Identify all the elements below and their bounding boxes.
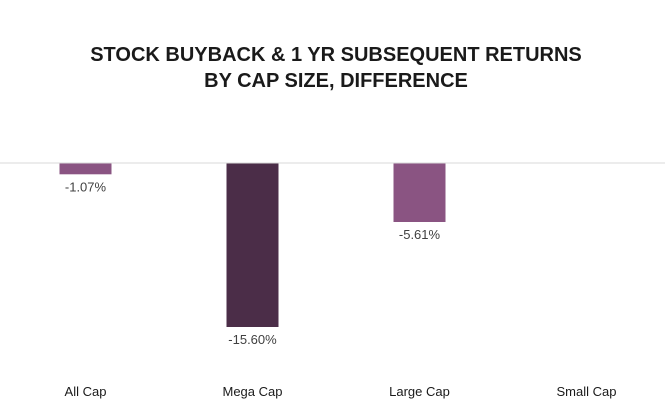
data-label-all-cap: -1.07% (65, 179, 107, 194)
bars-group (59, 163, 446, 327)
data-label-large-cap: -5.61% (399, 227, 441, 242)
category-label-all-cap: All Cap (65, 384, 107, 399)
category-label-large-cap: Large Cap (389, 384, 450, 399)
data-label-mega-cap: -15.60% (228, 332, 277, 347)
data-labels-group: -1.07% -15.60% -5.61% (65, 179, 441, 347)
category-label-mega-cap: Mega Cap (223, 384, 283, 399)
category-label-small-cap: Small Cap (557, 384, 617, 399)
chart-title-line-2: BY CAP SIZE, DIFFERENCE (204, 70, 468, 92)
category-labels-group: All Cap Mega Cap Large Cap Small Cap (65, 384, 617, 399)
chart-title-line-1: STOCK BUYBACK & 1 YR SUBSEQUENT RETURNS (90, 44, 582, 66)
bar-large-cap (393, 163, 446, 222)
bar-mega-cap (226, 163, 279, 327)
bar-all-cap (59, 163, 112, 175)
